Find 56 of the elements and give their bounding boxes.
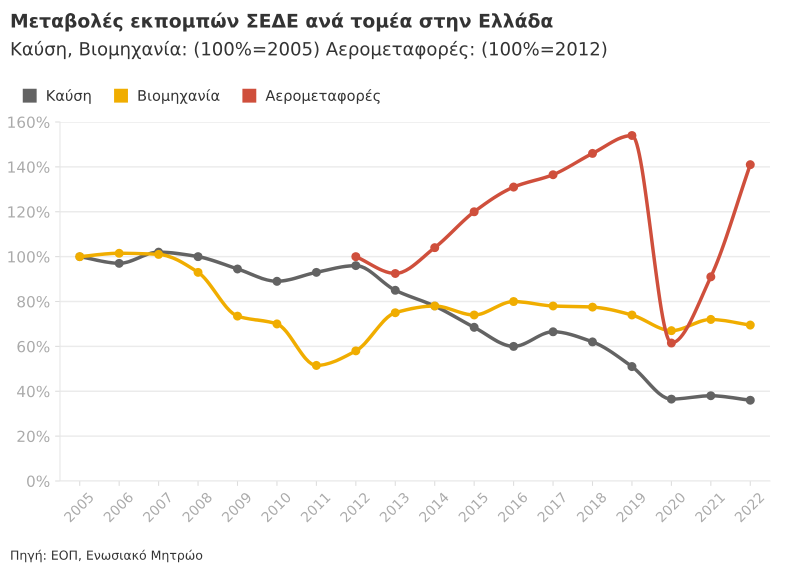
text: Πηγή: ΕΟΠ, Ενωσιακό Μητρώο xyxy=(11,550,202,562)
point xyxy=(114,258,124,268)
point xyxy=(706,314,716,324)
point xyxy=(746,396,755,405)
point xyxy=(194,268,203,277)
point xyxy=(706,391,716,400)
point xyxy=(351,346,360,356)
legend-label: Αερομεταφορές xyxy=(266,89,380,104)
point xyxy=(114,248,124,258)
y-tick-label: 120% xyxy=(8,206,50,218)
point xyxy=(548,301,558,310)
point xyxy=(312,360,321,370)
point xyxy=(470,310,479,320)
legend-label: Βιομηχανία xyxy=(138,89,220,104)
point xyxy=(548,327,558,336)
point xyxy=(627,130,636,140)
point xyxy=(509,342,518,351)
point xyxy=(470,322,479,332)
chart-title: Μεταβολές εκπομπών ΣΕΔΕ ανά τομέα στην Ελλάδα xyxy=(12,12,553,32)
point xyxy=(351,252,360,262)
point xyxy=(666,394,676,404)
y-tick-label: 60% xyxy=(17,340,50,352)
y-tick-label: 100% xyxy=(8,251,50,263)
point xyxy=(588,302,598,312)
point xyxy=(351,261,360,270)
point xyxy=(509,182,518,192)
y-tick-label: 140% xyxy=(8,161,50,173)
point xyxy=(430,243,440,252)
point xyxy=(588,148,598,158)
point xyxy=(666,326,676,336)
point xyxy=(746,320,755,330)
point xyxy=(509,296,518,306)
point xyxy=(390,308,400,318)
point xyxy=(548,170,558,180)
point xyxy=(312,268,321,277)
point xyxy=(390,268,400,278)
legend-label: Καύση xyxy=(47,89,91,104)
y-tick-label: 40% xyxy=(17,386,50,398)
point xyxy=(232,264,242,274)
chart-subtitle: Καύση, Βιομηχανία: (100%=2005) Αερομεταφορές: (100%=2012) xyxy=(12,40,606,60)
y-tick-label: 20% xyxy=(17,430,50,442)
point xyxy=(194,252,203,262)
point xyxy=(272,319,282,328)
point xyxy=(470,207,479,216)
y-tick-label: 160% xyxy=(8,116,50,128)
point xyxy=(706,272,716,282)
point xyxy=(390,286,400,295)
y-tick-label: 80% xyxy=(17,296,50,308)
point xyxy=(588,337,598,346)
point xyxy=(666,338,676,348)
point xyxy=(272,276,282,286)
point xyxy=(232,312,242,321)
point xyxy=(627,362,636,372)
y-tick-label: 0% xyxy=(27,475,50,488)
point xyxy=(746,160,755,170)
point xyxy=(627,310,636,320)
